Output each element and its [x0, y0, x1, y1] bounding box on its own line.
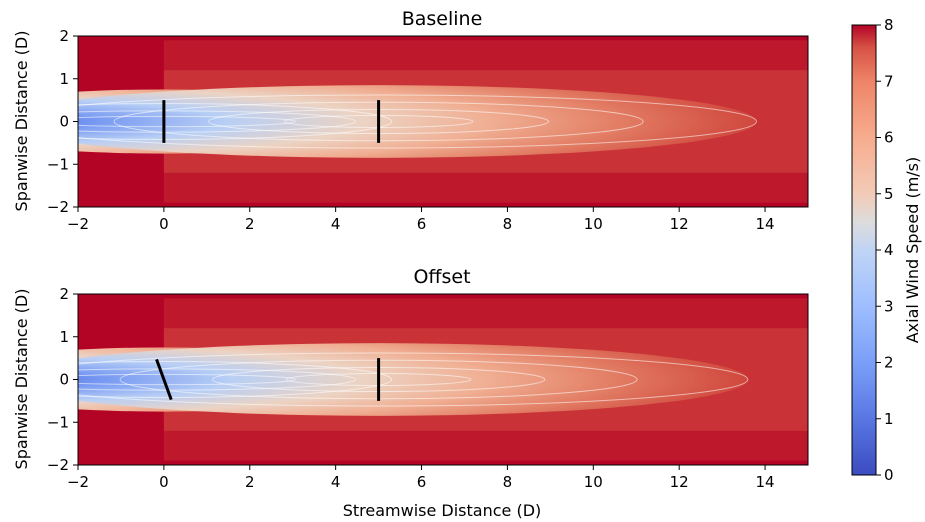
colorbar-tick-label: 4	[884, 241, 894, 259]
colorbar-tick-label: 5	[884, 185, 894, 203]
turbine-2-wake	[78, 85, 757, 158]
x-tick-label: 8	[503, 473, 513, 491]
y-tick-label: 1	[59, 328, 69, 346]
baseline-flow-field	[77, 35, 809, 208]
x-tick-label: 4	[331, 215, 341, 233]
offset-y-axis-label: Spanwise Distance (D)	[12, 289, 31, 470]
x-tick-label: 0	[159, 215, 169, 233]
x-tick-label: 14	[756, 473, 775, 491]
turbine-1-rotor	[155, 358, 173, 401]
y-tick-label: −1	[47, 413, 69, 431]
speed-contour	[78, 352, 749, 407]
x-tick-label: 10	[584, 473, 603, 491]
y-tick-label: −1	[47, 155, 69, 173]
x-tick-label: 2	[245, 473, 255, 491]
offset-flow-field	[77, 293, 809, 466]
turbine-2-wake	[78, 343, 748, 416]
flow-field-layers	[78, 36, 808, 207]
baseline-x-ticks: −2 0 2 4 6 8 10 12 14	[67, 207, 775, 233]
y-tick-label: 0	[59, 371, 69, 389]
colorbar: 0 1 2 3 4 5 6 7 8 Axial Wind Speed (m/s)	[851, 16, 922, 484]
colorbar-label: Axial Wind Speed (m/s)	[903, 157, 922, 344]
x-tick-label: 12	[670, 473, 689, 491]
colorbar-tick-label: 6	[884, 129, 894, 147]
x-tick-label: 6	[417, 473, 427, 491]
baseline-y-ticks: −2 −1 0 1 2	[47, 27, 78, 216]
x-tick-label: 6	[417, 215, 427, 233]
y-tick-label: 2	[59, 27, 69, 45]
colorbar-tick-label: 1	[884, 410, 894, 428]
x-tick-label: 4	[331, 473, 341, 491]
baseline-y-axis-label: Spanwise Distance (D)	[12, 31, 31, 212]
offset-y-ticks: −2 −1 0 1 2	[47, 285, 78, 474]
offset-x-ticks: −2 0 2 4 6 8 10 12 14	[67, 465, 775, 491]
speed-contour	[78, 94, 757, 149]
x-tick-label: 14	[756, 215, 775, 233]
colorbar-gradient	[852, 25, 876, 475]
y-tick-label: −2	[47, 456, 69, 474]
y-tick-label: 0	[59, 113, 69, 131]
x-tick-label: 12	[670, 215, 689, 233]
y-tick-label: 1	[59, 70, 69, 88]
y-tick-label: −2	[47, 198, 69, 216]
y-tick-label: 2	[59, 285, 69, 303]
baseline-title: Baseline	[402, 8, 483, 30]
x-tick-label: −2	[67, 215, 89, 233]
colorbar-ticks: 0 1 2 3 4 5 6 7 8	[876, 16, 894, 484]
x-tick-label: 8	[503, 215, 513, 233]
flow-field-layers	[78, 294, 808, 465]
colorbar-tick-label: 0	[884, 466, 894, 484]
colorbar-tick-label: 7	[884, 72, 894, 90]
speed-contour	[78, 373, 297, 386]
colorbar-tick-label: 3	[884, 297, 894, 315]
x-axis-label: Streamwise Distance (D)	[343, 501, 542, 520]
speed-contour	[78, 361, 393, 398]
colorbar-tick-label: 2	[884, 354, 894, 372]
x-tick-label: −2	[67, 473, 89, 491]
colorbar-tick-label: 8	[884, 16, 894, 34]
x-tick-label: 0	[159, 473, 169, 491]
x-tick-label: 10	[584, 215, 603, 233]
offset-title: Offset	[413, 266, 470, 288]
x-tick-label: 2	[245, 215, 255, 233]
colorbar-frame	[851, 24, 877, 476]
